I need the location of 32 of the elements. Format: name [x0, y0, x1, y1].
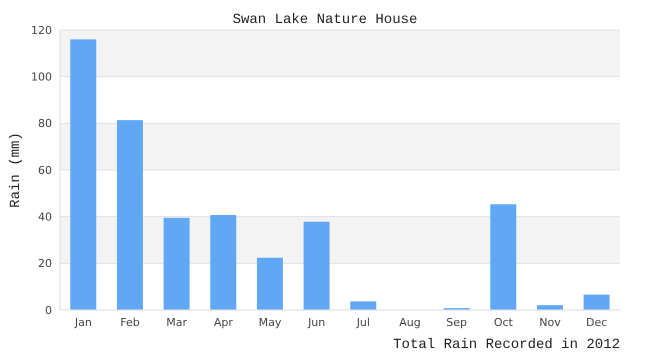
bar [116, 120, 143, 310]
chart-title: Swan Lake Nature House [232, 12, 418, 28]
x-axis-title: Total Rain Recorded in 2012 [393, 337, 620, 353]
y-tick-label: 0 [45, 304, 52, 317]
y-tick-label: 100 [31, 70, 52, 84]
x-tick-label: Feb [120, 316, 140, 329]
bar [256, 258, 283, 310]
y-tick-label: 80 [38, 117, 52, 130]
x-tick-label: Jul [356, 316, 370, 329]
x-tick-label: Jan [74, 316, 92, 329]
x-tick-label: Jun [307, 316, 326, 329]
bar [584, 294, 610, 310]
x-tick-label: Apr [214, 316, 234, 329]
x-tick-label: Sep [446, 316, 468, 329]
x-tick-label: Dec [586, 316, 608, 329]
bar [164, 218, 190, 310]
x-tick-label: Aug [399, 316, 421, 329]
x-tick-label: May [258, 316, 282, 329]
bar [350, 301, 376, 310]
x-tick-label: Mar [166, 316, 188, 329]
y-tick-label: 40 [38, 210, 52, 224]
x-tick-label: Nov [539, 316, 562, 329]
y-tick-label: 60 [38, 164, 52, 177]
x-tick-label: Oct [494, 316, 514, 329]
y-axis-title: Rain (mm) [8, 132, 24, 208]
bar [490, 204, 516, 310]
bar [210, 215, 236, 310]
bar [304, 222, 330, 310]
y-tick-label: 20 [38, 257, 52, 270]
bar [70, 39, 96, 310]
y-tick-label: 120 [31, 24, 52, 37]
bar [536, 305, 563, 310]
